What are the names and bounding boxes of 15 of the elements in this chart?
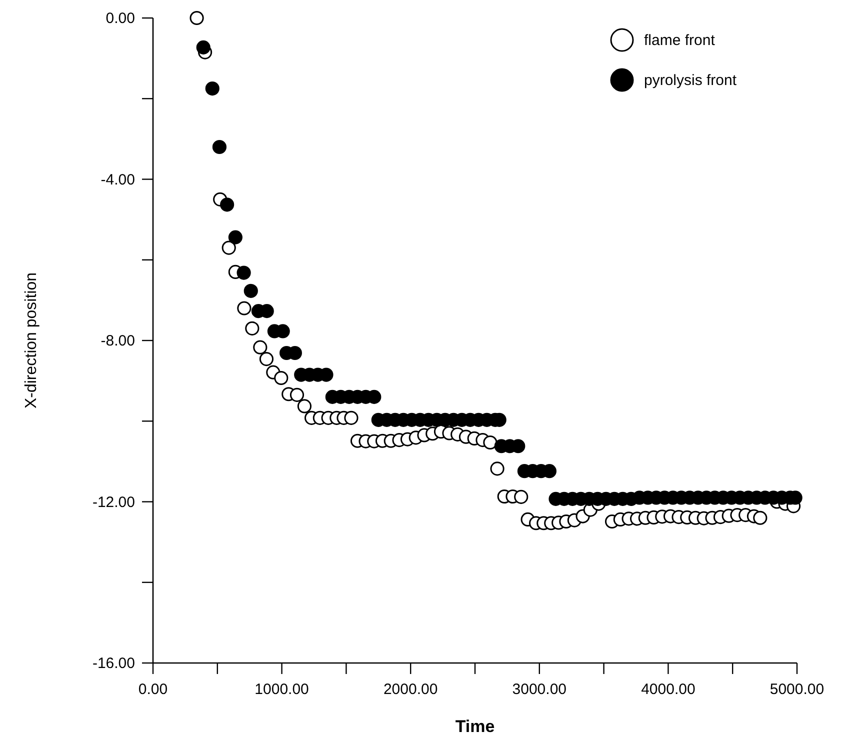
x-tick-label: 1000.00 <box>254 681 309 698</box>
y-tick-label: -12.00 <box>92 494 135 511</box>
x-axis-title: Time <box>455 717 495 736</box>
x-tick-label: 5000.00 <box>770 681 824 698</box>
x-tick-label: 3000.00 <box>512 681 567 698</box>
y-tick-label: -8.00 <box>100 332 135 350</box>
y-tick-label: -16.00 <box>92 655 135 672</box>
legend-label: flame front <box>644 32 716 49</box>
x-tick-label: 2000.00 <box>383 681 438 698</box>
x-tick-label: 4000.00 <box>641 681 696 698</box>
y-tick-label: 0.00 <box>106 10 135 27</box>
x-tick-label: 0.00 <box>138 681 168 698</box>
legend-label: pyrolysis front <box>644 72 738 89</box>
y-tick-label: -4.00 <box>100 171 135 188</box>
y-axis-title: X-direction position <box>23 272 40 409</box>
